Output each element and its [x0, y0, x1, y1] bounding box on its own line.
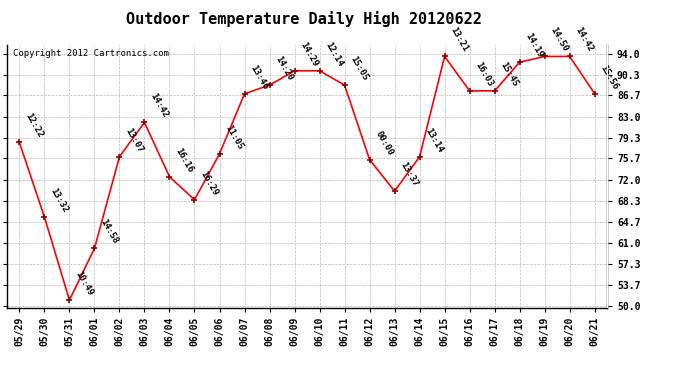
- Text: 14:42: 14:42: [574, 26, 595, 54]
- Text: 14:29: 14:29: [299, 40, 320, 68]
- Text: 13:32: 13:32: [48, 186, 70, 214]
- Text: 13:37: 13:37: [399, 160, 420, 188]
- Text: 16:16: 16:16: [174, 146, 195, 174]
- Text: 00:00: 00:00: [374, 129, 395, 157]
- Text: 16:29: 16:29: [199, 169, 220, 197]
- Text: 13:46: 13:46: [248, 63, 270, 91]
- Text: 10:49: 10:49: [74, 270, 95, 297]
- Text: 13:07: 13:07: [124, 126, 145, 154]
- Text: 14:20: 14:20: [274, 55, 295, 82]
- Text: 12:14: 12:14: [324, 40, 345, 68]
- Text: 13:21: 13:21: [448, 26, 470, 54]
- Text: 14:42: 14:42: [148, 92, 170, 120]
- Text: 11:05: 11:05: [224, 123, 245, 151]
- Text: 15:45: 15:45: [499, 60, 520, 88]
- Text: 13:14: 13:14: [424, 126, 445, 154]
- Text: 14:19: 14:19: [524, 32, 545, 59]
- Text: 12:22: 12:22: [23, 112, 45, 140]
- Text: Outdoor Temperature Daily High 20120622: Outdoor Temperature Daily High 20120622: [126, 11, 482, 27]
- Text: 15:05: 15:05: [348, 55, 370, 82]
- Text: 16:03: 16:03: [474, 60, 495, 88]
- Text: 15:56: 15:56: [599, 63, 620, 91]
- Text: 14:50: 14:50: [549, 26, 570, 54]
- Text: Copyright 2012 Cartronics.com: Copyright 2012 Cartronics.com: [13, 49, 169, 58]
- Text: 14:58: 14:58: [99, 218, 120, 246]
